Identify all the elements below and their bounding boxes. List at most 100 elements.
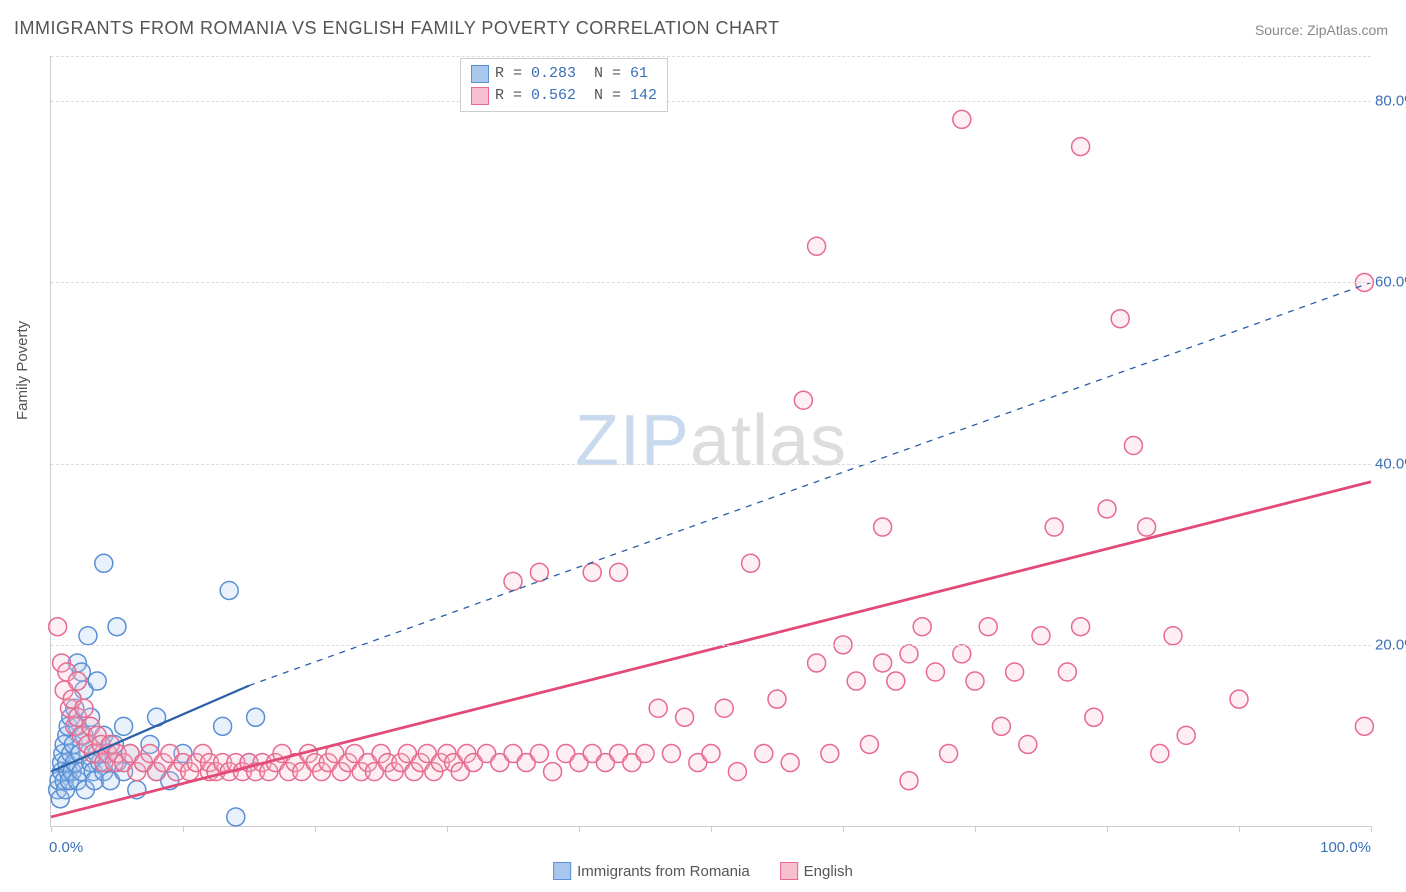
scatter-point-english	[49, 618, 67, 636]
scatter-point-english	[808, 654, 826, 672]
chart-title: IMMIGRANTS FROM ROMANIA VS ENGLISH FAMIL…	[14, 18, 780, 39]
scatter-point-english	[900, 645, 918, 663]
plot-svg	[51, 56, 1371, 826]
x-tick	[975, 826, 976, 832]
scatter-point-english	[1138, 518, 1156, 536]
scatter-point-romania	[95, 554, 113, 572]
scatter-point-english	[913, 618, 931, 636]
scatter-point-english	[636, 745, 654, 763]
x-tick	[1371, 826, 1372, 832]
x-tick-label: 0.0%	[49, 839, 83, 856]
scatter-point-english	[1164, 627, 1182, 645]
scatter-point-english	[900, 772, 918, 790]
legend-swatch	[471, 87, 489, 105]
y-tick-label: 80.0%	[1375, 93, 1406, 110]
x-tick	[315, 826, 316, 832]
y-tick-label: 60.0%	[1375, 274, 1406, 291]
trend-line-english	[51, 482, 1371, 817]
scatter-point-english	[1230, 690, 1248, 708]
x-tick	[51, 826, 52, 832]
scatter-point-english	[966, 672, 984, 690]
series-legend-label: Immigrants from Romania	[577, 863, 750, 880]
scatter-point-romania	[79, 627, 97, 645]
scatter-point-english	[68, 672, 86, 690]
scatter-point-english	[953, 645, 971, 663]
series-legend: Immigrants from Romania English	[553, 862, 853, 880]
scatter-point-english	[979, 618, 997, 636]
scatter-point-english	[728, 763, 746, 781]
x-tick	[579, 826, 580, 832]
source-label: Source: ZipAtlas.com	[1255, 22, 1388, 38]
x-tick	[711, 826, 712, 832]
series-legend-label: English	[804, 863, 853, 880]
scatter-point-english	[874, 654, 892, 672]
x-tick	[447, 826, 448, 832]
scatter-point-english	[887, 672, 905, 690]
scatter-point-english	[1019, 735, 1037, 753]
scatter-point-english	[610, 563, 628, 581]
scatter-point-english	[1177, 726, 1195, 744]
grid-line	[51, 645, 1371, 646]
legend-stats: R = 0.562 N = 142	[495, 85, 657, 107]
series-legend-item: English	[780, 862, 853, 880]
grid-line	[51, 56, 1371, 57]
scatter-point-english	[1124, 437, 1142, 455]
scatter-point-english	[1045, 518, 1063, 536]
scatter-point-english	[781, 754, 799, 772]
plot-area: ZIPatlas 20.0%40.0%60.0%80.0%0.0%100.0%	[50, 56, 1371, 827]
scatter-point-english	[1032, 627, 1050, 645]
scatter-point-english	[1072, 618, 1090, 636]
scatter-point-english	[715, 699, 733, 717]
scatter-point-english	[583, 563, 601, 581]
scatter-point-english	[808, 237, 826, 255]
legend-stats: R = 0.283 N = 61	[495, 63, 648, 85]
scatter-point-english	[1006, 663, 1024, 681]
legend-row: R = 0.562 N = 142	[471, 85, 657, 107]
scatter-point-romania	[214, 717, 232, 735]
x-tick	[1107, 826, 1108, 832]
correlation-legend: R = 0.283 N = 61R = 0.562 N = 142	[460, 58, 668, 112]
x-tick	[1239, 826, 1240, 832]
scatter-point-romania	[115, 717, 133, 735]
scatter-point-romania	[220, 581, 238, 599]
legend-swatch	[780, 862, 798, 880]
scatter-point-english	[530, 745, 548, 763]
grid-line	[51, 282, 1371, 283]
scatter-point-english	[860, 735, 878, 753]
grid-line	[51, 101, 1371, 102]
scatter-point-english	[847, 672, 865, 690]
scatter-point-english	[75, 699, 93, 717]
scatter-point-english	[1072, 138, 1090, 156]
scatter-point-english	[821, 745, 839, 763]
legend-swatch	[471, 65, 489, 83]
scatter-point-english	[504, 572, 522, 590]
scatter-point-english	[926, 663, 944, 681]
scatter-point-english	[676, 708, 694, 726]
scatter-point-english	[1111, 310, 1129, 328]
scatter-point-romania	[247, 708, 265, 726]
scatter-point-english	[1355, 717, 1373, 735]
scatter-point-english	[649, 699, 667, 717]
series-legend-item: Immigrants from Romania	[553, 862, 750, 880]
x-tick-label: 100.0%	[1320, 839, 1371, 856]
scatter-point-english	[794, 391, 812, 409]
scatter-point-english	[953, 110, 971, 128]
scatter-point-english	[755, 745, 773, 763]
x-tick	[843, 826, 844, 832]
scatter-point-english	[544, 763, 562, 781]
scatter-point-english	[742, 554, 760, 572]
scatter-point-english	[940, 745, 958, 763]
scatter-point-romania	[108, 618, 126, 636]
scatter-point-english	[874, 518, 892, 536]
x-tick	[183, 826, 184, 832]
legend-swatch	[553, 862, 571, 880]
legend-row: R = 0.283 N = 61	[471, 63, 657, 85]
y-axis-title: Family Poverty	[14, 321, 31, 420]
scatter-point-romania	[88, 672, 106, 690]
scatter-point-english	[1085, 708, 1103, 726]
scatter-point-english	[1058, 663, 1076, 681]
scatter-point-english	[662, 745, 680, 763]
scatter-point-english	[1098, 500, 1116, 518]
y-tick-label: 20.0%	[1375, 636, 1406, 653]
scatter-point-english	[702, 745, 720, 763]
